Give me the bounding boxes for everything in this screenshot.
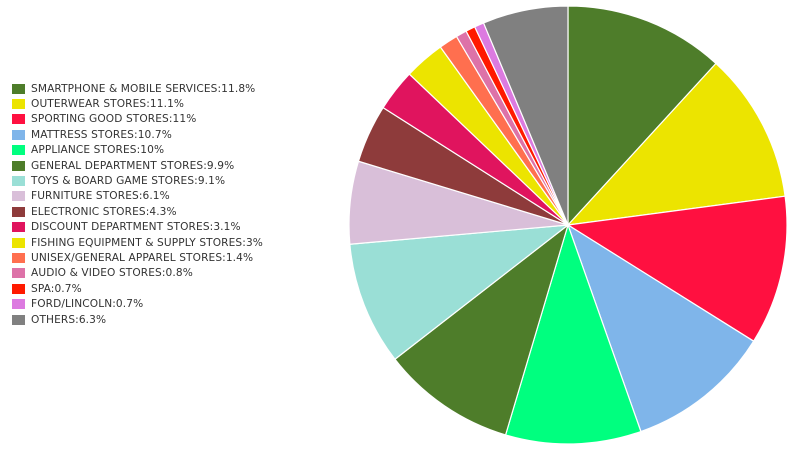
legend-value: 3 bbox=[246, 237, 263, 249]
legend-item-others[interactable]: OTHERS6.3 bbox=[12, 312, 263, 327]
legend-swatch bbox=[12, 206, 25, 217]
legend-swatch bbox=[12, 299, 25, 310]
pie-slice-outerwear-stores[interactable] bbox=[567, 62, 786, 226]
legend-label: GENERAL DEPARTMENT STORES bbox=[31, 160, 207, 172]
legend-swatch bbox=[12, 283, 25, 294]
legend-label: SMARTPHONE & MOBILE SERVICES bbox=[31, 83, 221, 95]
legend-item-sporting-good-stores[interactable]: SPORTING GOOD STORES11 bbox=[12, 112, 263, 127]
legend-swatch bbox=[12, 145, 25, 156]
legend-item-fishing-equipment-and-supply-stores[interactable]: FISHING EQUIPMENT & SUPPLY STORES3 bbox=[12, 235, 263, 250]
legend-label: TOYS & BOARD GAME STORES bbox=[31, 175, 198, 187]
legend-value: 10.7 bbox=[138, 129, 172, 141]
legend-value: 11.8 bbox=[221, 83, 255, 95]
legend-item-outerwear-stores[interactable]: OUTERWEAR STORES11.1 bbox=[12, 96, 263, 111]
legend-item-spa[interactable]: SPA0.7 bbox=[12, 281, 263, 296]
legend-label: OTHERS bbox=[31, 314, 79, 326]
legend-value: 11.1 bbox=[150, 98, 184, 110]
legend-label: SPA bbox=[31, 283, 54, 295]
legend-swatch bbox=[12, 222, 25, 233]
legend-item-ford-lincoln[interactable]: FORD/LINCOLN0.7 bbox=[12, 296, 263, 311]
legend-value: 9.9 bbox=[207, 160, 234, 172]
legend-swatch bbox=[12, 314, 25, 325]
legend: SMARTPHONE & MOBILE SERVICES11.8OUTERWEA… bbox=[12, 81, 263, 327]
pie-slice-sporting-good-stores[interactable] bbox=[567, 195, 788, 342]
legend-label: SPORTING GOOD STORES bbox=[31, 113, 173, 125]
legend-label: FURNITURE STORES bbox=[31, 190, 143, 202]
legend-swatch bbox=[12, 268, 25, 279]
legend-value: 0.8 bbox=[166, 267, 193, 279]
legend-value: 1.4 bbox=[226, 252, 253, 264]
legend-swatch bbox=[12, 191, 25, 202]
legend-swatch bbox=[12, 237, 25, 248]
legend-label: ELECTRONIC STORES bbox=[31, 206, 149, 218]
legend-item-general-department-stores[interactable]: GENERAL DEPARTMENT STORES9.9 bbox=[12, 158, 263, 173]
legend-item-appliance-stores[interactable]: APPLIANCE STORES10 bbox=[12, 143, 263, 158]
legend-item-toys-and-board-game-stores[interactable]: TOYS & BOARD GAME STORES9.1 bbox=[12, 173, 263, 188]
legend-swatch bbox=[12, 114, 25, 125]
legend-item-unisex-general-apparel-stores[interactable]: UNISEX/GENERAL APPAREL STORES1.4 bbox=[12, 250, 263, 265]
legend-item-audio-and-video-stores[interactable]: AUDIO & VIDEO STORES0.8 bbox=[12, 266, 263, 281]
legend-swatch bbox=[12, 160, 25, 171]
legend-label: DISCOUNT DEPARTMENT STORES bbox=[31, 221, 213, 233]
pie-slice-smartphone-and-mobile-services[interactable] bbox=[567, 5, 717, 226]
legend-item-discount-department-stores[interactable]: DISCOUNT DEPARTMENT STORES3.1 bbox=[12, 220, 263, 235]
legend-value: 6.3 bbox=[79, 314, 106, 326]
pie-slice-appliance-stores[interactable] bbox=[504, 224, 642, 445]
pie-slice-mattress-stores[interactable] bbox=[567, 224, 755, 433]
legend-value: 9.1 bbox=[198, 175, 225, 187]
legend-label: OUTERWEAR STORES bbox=[31, 98, 150, 110]
legend-item-furniture-stores[interactable]: FURNITURE STORES6.1 bbox=[12, 189, 263, 204]
legend-label: UNISEX/GENERAL APPAREL STORES bbox=[31, 252, 226, 264]
legend-label: FISHING EQUIPMENT & SUPPLY STORES bbox=[31, 237, 246, 249]
pie-slice-general-department-stores[interactable] bbox=[394, 224, 569, 436]
pie-slice-others[interactable] bbox=[482, 5, 569, 226]
legend-value: 0.7 bbox=[54, 283, 81, 295]
legend-swatch bbox=[12, 252, 25, 263]
legend-value: 0.7 bbox=[116, 298, 143, 310]
legend-value: 4.3 bbox=[149, 206, 176, 218]
legend-value: 6.1 bbox=[143, 190, 170, 202]
legend-value: 11 bbox=[173, 113, 197, 125]
legend-item-smartphone-and-mobile-services[interactable]: SMARTPHONE & MOBILE SERVICES11.8 bbox=[12, 81, 263, 96]
legend-swatch bbox=[12, 83, 25, 94]
legend-label: MATTRESS STORES bbox=[31, 129, 138, 141]
legend-swatch bbox=[12, 129, 25, 140]
legend-value: 10 bbox=[140, 144, 164, 156]
legend-item-electronic-stores[interactable]: ELECTRONIC STORES4.3 bbox=[12, 204, 263, 219]
legend-swatch bbox=[12, 99, 25, 110]
legend-value: 3.1 bbox=[213, 221, 240, 233]
legend-label: AUDIO & VIDEO STORES bbox=[31, 267, 166, 279]
legend-item-mattress-stores[interactable]: MATTRESS STORES10.7 bbox=[12, 127, 263, 142]
pie-slice-toys-and-board-game-stores[interactable] bbox=[349, 224, 569, 360]
legend-label: FORD/LINCOLN bbox=[31, 298, 116, 310]
legend-label: APPLIANCE STORES bbox=[31, 144, 140, 156]
legend-swatch bbox=[12, 176, 25, 187]
